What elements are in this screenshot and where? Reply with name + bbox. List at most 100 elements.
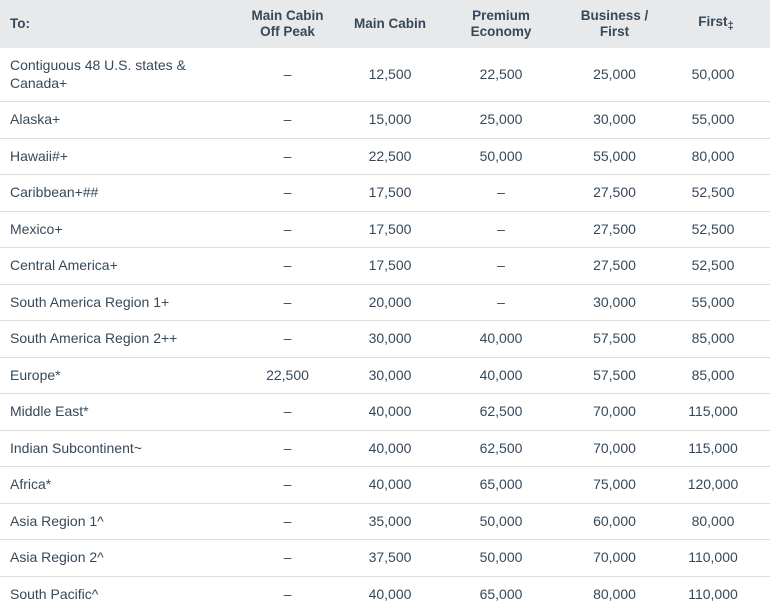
miles-cell: –: [445, 174, 557, 212]
miles-cell: 70,000: [557, 430, 672, 467]
destination-cell: Middle East*: [0, 393, 240, 431]
miles-cell: 40,000: [368, 585, 412, 602]
table-header: To: Main Cabin Off Peak Main Cabin Premi…: [0, 0, 770, 48]
destination-cell: Asia Region 1^: [0, 503, 240, 540]
miles-cell: 65,000: [479, 585, 523, 602]
miles-cell: 35,000: [335, 503, 445, 540]
miles-cell: 62,500: [445, 430, 557, 467]
miles-cell: 50,000: [672, 48, 770, 102]
miles-cell: –: [240, 284, 335, 321]
column-header-main-cabin: Main Cabin: [335, 0, 445, 48]
table-row: Asia Region 2^ –37,500 50,000 70,000 110,000: [0, 539, 770, 577]
table-row: Asia Region 1^ –35,000 50,000 60,000 80,000: [0, 503, 770, 540]
column-header-first: First‡: [672, 0, 770, 48]
miles-cell: –: [240, 211, 335, 248]
miles-cell: 40,000: [445, 357, 557, 394]
miles-cell: 40,000: [335, 393, 445, 431]
footnote-marker-double-dagger: ‡: [727, 20, 734, 33]
destination-cell: Contiguous 48 U.S. states & Canada+: [0, 48, 240, 102]
destination-cell: Asia Region 2^: [0, 539, 240, 577]
miles-cell: 80,000: [672, 503, 770, 540]
miles-cell: –: [240, 430, 335, 467]
column-header-first-label: First: [698, 14, 728, 30]
miles-cell: –: [240, 174, 335, 212]
miles-cell: 55,000: [672, 284, 770, 321]
miles-cell: –: [445, 247, 557, 285]
miles-cell: 40,000: [335, 466, 445, 504]
destination-cell: South America Region 2++: [0, 320, 240, 358]
miles-cell: –: [240, 138, 335, 175]
miles-cell: 115,000: [672, 393, 770, 431]
table-row: Europe* 22,500 30,000 40,000 57,500 85,000: [0, 357, 770, 394]
column-header-business-first: Business / First: [557, 0, 672, 48]
miles-cell: 50,000: [445, 138, 557, 175]
miles-cell: –: [240, 539, 335, 577]
table-row: Middle East* –40,000 62,500 70,000 115,000: [0, 393, 770, 431]
miles-cell: 50,000: [445, 539, 557, 577]
miles-cell: 27,500: [557, 247, 672, 285]
miles-cell: –: [445, 211, 557, 248]
table-body: Contiguous 48 U.S. states & Canada+ –12,5…: [0, 48, 770, 612]
destination-cell: Indian Subcontinent~: [0, 430, 240, 467]
miles-cell: 30,000: [557, 101, 672, 139]
column-header-premium-economy: Premium Economy: [445, 0, 557, 48]
table-row: Alaska+ –15,000 25,000 30,000 55,000: [0, 101, 770, 139]
miles-cell: 57,500: [557, 357, 672, 394]
miles-cell: 22,500: [240, 357, 335, 394]
table-row: Africa* –40,000 65,000 75,000 120,000: [0, 466, 770, 504]
miles-cell: 70,000: [557, 539, 672, 577]
miles-cell: 22,500: [445, 48, 557, 102]
miles-cell: 85,000: [672, 357, 770, 394]
miles-cell: 30,000: [335, 357, 445, 394]
destination-cell: Hawaii#+: [0, 138, 240, 175]
miles-cell: 80,000: [593, 585, 636, 602]
table-row: Central America+ –17,500–27,500 52,500: [0, 247, 770, 285]
table-row: Contiguous 48 U.S. states & Canada+ –12,5…: [0, 48, 770, 102]
miles-cell: 75,000: [557, 466, 672, 504]
miles-cell: –: [240, 247, 335, 285]
table-row: South America Region 2++ –30,000 40,000 57,…: [0, 320, 770, 358]
miles-cell: 17,500: [335, 174, 445, 212]
table-row: Mexico+ –17,500–27,500 52,500: [0, 211, 770, 248]
miles-cell: 60,000: [557, 503, 672, 540]
column-header-main-cabin-off-peak: Main Cabin Off Peak: [240, 0, 335, 48]
table-row: Caribbean+## –17,500–27,500 52,500: [0, 174, 770, 212]
miles-cell: –: [240, 393, 335, 431]
miles-cell: 40,000: [335, 430, 445, 467]
header-row: To: Main Cabin Off Peak Main Cabin Premi…: [0, 0, 770, 48]
miles-cell: 120,000: [672, 466, 770, 504]
table-row: South Pacific^ – 40,000 65,000 80,000 110,000: [0, 576, 770, 612]
destination-cell: Alaska+: [0, 101, 240, 139]
miles-cell: 110,000: [688, 585, 738, 602]
miles-cell: 25,000: [445, 101, 557, 139]
miles-cell: 55,000: [557, 138, 672, 175]
miles-cell: –: [240, 320, 335, 358]
miles-cell: –: [240, 466, 335, 504]
destination-cell: Mexico+: [0, 211, 240, 248]
miles-cell: 17,500: [335, 247, 445, 285]
miles-cell: 52,500: [672, 211, 770, 248]
miles-cell: –: [283, 585, 292, 602]
miles-cell: 70,000: [557, 393, 672, 431]
miles-cell: 65,000: [445, 466, 557, 504]
miles-cell: 52,500: [672, 174, 770, 212]
miles-cell: 22,500: [335, 138, 445, 175]
miles-cell: –: [240, 503, 335, 540]
miles-cell: 40,000: [445, 320, 557, 358]
miles-cell: 110,000: [672, 539, 770, 577]
miles-cell: 27,500: [557, 211, 672, 248]
destination-cell: Africa*: [0, 466, 240, 504]
miles-cell: 62,500: [445, 393, 557, 431]
miles-cell: 27,500: [557, 174, 672, 212]
miles-cell: 115,000: [672, 430, 770, 467]
miles-cell: 12,500: [335, 48, 445, 102]
miles-cell: 80,000: [672, 138, 770, 175]
destination-cell: South America Region 1+: [0, 284, 240, 321]
miles-cell: 17,500: [335, 211, 445, 248]
miles-cell: 20,000: [335, 284, 445, 321]
miles-cell: 30,000: [335, 320, 445, 358]
miles-cell: 37,500: [335, 539, 445, 577]
destination-cell: Caribbean+##: [0, 174, 240, 212]
